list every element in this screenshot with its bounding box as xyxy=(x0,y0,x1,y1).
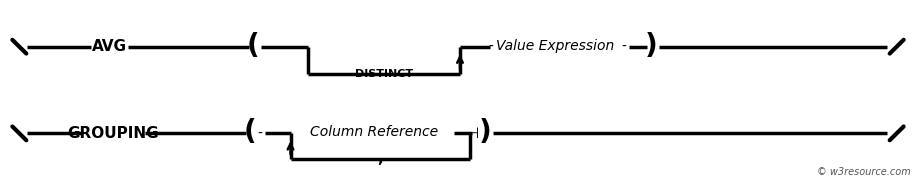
Text: © w3resource.com: © w3resource.com xyxy=(816,167,910,177)
Text: -: - xyxy=(257,126,262,140)
Text: GROUPING: GROUPING xyxy=(67,126,159,141)
Text: -: - xyxy=(487,40,493,54)
Text: -: - xyxy=(621,40,626,54)
Text: (: ( xyxy=(246,32,259,60)
Text: ,: , xyxy=(377,151,382,167)
Text: Column Reference: Column Reference xyxy=(310,125,437,139)
Text: (: ( xyxy=(243,118,255,146)
Text: AVG: AVG xyxy=(92,39,127,54)
Text: Value Expression: Value Expression xyxy=(495,39,614,53)
Text: ): ) xyxy=(644,32,657,60)
Text: ): ) xyxy=(478,118,491,146)
Text: ⊣: ⊣ xyxy=(465,126,478,141)
Text: DISTINCT: DISTINCT xyxy=(355,69,413,79)
